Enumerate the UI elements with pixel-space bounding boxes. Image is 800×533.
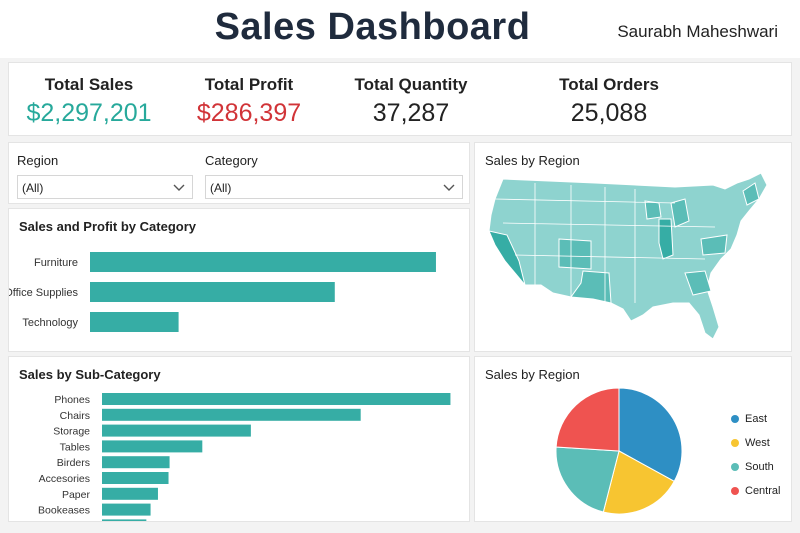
kpi-panel: Total Sales $2,297,201 Total Profit $286…	[8, 62, 792, 136]
legend-label: South	[745, 461, 774, 473]
pie-chart-panel: Sales by Region East West South Central	[474, 356, 792, 522]
tick-label: Furniture	[34, 257, 78, 269]
tick-label: Accesories	[39, 473, 90, 485]
bar[interactable]	[102, 393, 451, 405]
chevron-down-icon	[173, 184, 185, 191]
us-map[interactable]	[475, 143, 791, 351]
kpi-label: Total Profit	[204, 75, 294, 94]
subcategory-bar-chart: Phones Chairs Storage Tables Birders Accesori…	[38, 393, 451, 521]
legend-item-south[interactable]: South	[731, 455, 780, 479]
kpi-value: $2,297,201	[26, 99, 152, 127]
tick-label: Birders	[57, 457, 90, 469]
tick-label: Office Supplies	[9, 287, 78, 299]
header: Sales Dashboard Saurabh Maheshwari	[0, 0, 800, 58]
subcategory-chart-panel: Sales by Sub-Category Phones Chairs Storag…	[8, 356, 470, 522]
kpi-total-profit: Total Profit $286,397	[189, 75, 309, 128]
kpi-label: Total Quantity	[354, 75, 468, 94]
category-filter: Category (All)	[205, 153, 463, 199]
legend-swatch	[731, 415, 739, 423]
bar[interactable]	[102, 472, 169, 484]
category-filter-label: Category	[205, 153, 258, 168]
kpi-value: $286,397	[196, 99, 302, 127]
bar[interactable]	[102, 408, 361, 421]
legend-item-west[interactable]: West	[731, 431, 780, 455]
category-select[interactable]: (All)	[205, 175, 463, 199]
legend-swatch	[731, 439, 739, 447]
us-map-shape	[488, 172, 768, 340]
pie-slice[interactable]	[618, 387, 683, 483]
chart-title: Sales by Region	[485, 367, 580, 382]
bar[interactable]	[90, 282, 335, 302]
pie-legend: East West South Central	[731, 407, 780, 503]
legend-item-central[interactable]: Central	[731, 479, 780, 503]
region-select-value: (All)	[22, 181, 44, 195]
category-bar-chart: Furniture Office Supplies Technology	[9, 252, 436, 332]
region-select[interactable]: (All)	[17, 175, 193, 199]
legend-label: West	[745, 437, 770, 449]
tick-label: Tables	[60, 441, 90, 453]
map-title: Sales by Region	[485, 153, 580, 168]
kpi-total-quantity: Total Quantity 37,287	[347, 75, 475, 128]
category-select-value: (All)	[210, 181, 232, 195]
chevron-down-icon	[443, 184, 455, 191]
kpi-label: Total Sales	[44, 75, 134, 94]
chart-title: Sales and Profit by Category	[19, 219, 196, 234]
legend-item-east[interactable]: East	[731, 407, 780, 431]
tick-label: Chairs	[60, 410, 90, 422]
legend-label: Central	[745, 485, 781, 497]
bar[interactable]	[90, 252, 436, 272]
chart-title: Sales by Sub-Category	[19, 367, 161, 382]
tick-label: Copiers	[54, 520, 90, 521]
bar[interactable]	[102, 424, 251, 437]
bar[interactable]	[102, 440, 203, 453]
region-filter-label: Region	[17, 153, 59, 168]
tick-label: Phones	[54, 394, 90, 406]
pie-slice[interactable]	[602, 450, 675, 515]
region-pie-chart	[555, 387, 683, 515]
bar[interactable]	[102, 519, 147, 521]
bar[interactable]	[102, 503, 151, 516]
bar[interactable]	[102, 456, 170, 469]
tick-label: Technology	[22, 317, 78, 329]
kpi-label: Total Orders	[559, 75, 659, 94]
filter-panel: Region (All) Category (All)	[8, 142, 470, 204]
category-chart-panel: Sales and Profit by Category Furniture Of…	[8, 208, 470, 352]
legend-swatch	[731, 463, 739, 471]
map-panel: Sales by Region	[474, 142, 792, 352]
page-title: Sales Dashboard	[214, 6, 531, 48]
author-name: Saurabh Maheshwari	[617, 22, 778, 41]
kpi-total-sales: Total Sales $2,297,201	[21, 75, 157, 128]
tick-label: Bookeases	[38, 505, 90, 517]
region-filter: Region (All)	[17, 153, 193, 199]
kpi-value: 37,287	[372, 99, 450, 127]
bar[interactable]	[90, 312, 179, 332]
legend-label: East	[745, 413, 768, 425]
legend-swatch	[731, 487, 739, 495]
bar[interactable]	[102, 487, 158, 500]
kpi-value: 25,088	[570, 99, 648, 127]
tick-label: Storage	[53, 426, 90, 438]
pie-slice[interactable]	[555, 387, 620, 452]
tick-label: Paper	[62, 489, 91, 501]
kpi-total-orders: Total Orders 25,088	[549, 75, 669, 128]
pie-slice[interactable]	[555, 446, 620, 513]
